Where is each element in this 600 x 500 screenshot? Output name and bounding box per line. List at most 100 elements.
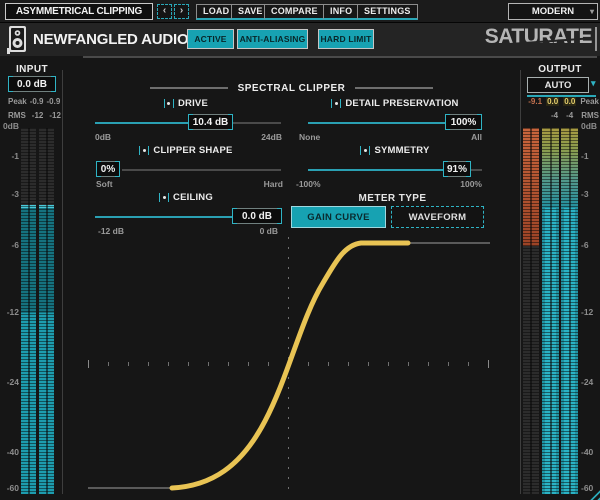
info-button[interactable]: INFO [323, 4, 360, 20]
speaker-logo-icon [6, 25, 30, 60]
output-section-title: OUTPUT [538, 64, 582, 75]
chevron-down-icon: ▾ [589, 7, 594, 16]
input-scale-0db: 0dB [2, 121, 19, 131]
mod-dot-icon[interactable] [139, 146, 150, 155]
ceiling-value-field[interactable]: 0.0 dB [232, 208, 282, 224]
panel-title: SPECTRAL CLIPPER [237, 82, 346, 94]
chevron-left-icon: ‹ [162, 5, 167, 16]
output-gr-peak-value: -9.1 [528, 97, 543, 106]
input-scale-24: -24 [6, 377, 19, 387]
header-rule-left [149, 87, 228, 89]
compare-button[interactable]: COMPARE [264, 4, 325, 20]
output-scale-0db: 0dB [581, 121, 598, 131]
input-rms-readout: RMS -12 -12 [8, 111, 61, 120]
next-preset-button[interactable]: › [174, 4, 189, 19]
input-scale-1: -1 [11, 151, 19, 161]
chevron-down-icon[interactable]: ▾ [591, 78, 596, 88]
clipper-shape-slider-track[interactable] [122, 169, 281, 171]
symmetry-min-label: -100% [296, 179, 321, 189]
header-rule-right [355, 87, 434, 89]
clipper-shape-value-field[interactable]: 0% [96, 161, 120, 177]
right-panel-divider [520, 70, 521, 494]
output-rms-readout: -4 -4 RMS [527, 111, 599, 120]
ceiling-min-label: -12 dB [98, 226, 124, 236]
ceiling-range-labels: -12 dB 0 dB [98, 226, 278, 236]
anti-aliasing-toggle-button[interactable]: ANTI-ALIASING [237, 29, 308, 49]
input-peak-label: Peak [8, 97, 27, 106]
header: NEWFANGLED AUDIO ACTIVE ANTI-ALIASING HA… [0, 23, 600, 56]
brand-name: NEWFANGLED AUDIO [33, 31, 189, 48]
output-meter-bar-left [542, 128, 559, 494]
clipper-shape-label: CLIPPER SHAPE [153, 145, 233, 156]
drive-value-field[interactable]: 10.4 dB [188, 114, 233, 130]
prev-preset-button[interactable]: ‹ [157, 4, 172, 19]
titlebar: ASYMMETRICAL CLIPPING ‹ › LOAD SAVE COMP… [0, 0, 600, 23]
detail-min-label: None [299, 132, 321, 142]
graph-x-axis-right-tick [488, 360, 489, 368]
output-peak-right: 0.0 [563, 97, 577, 106]
input-scale-6: -6 [11, 240, 19, 250]
output-scale-1: -1 [581, 151, 589, 161]
product-logo-endbar [595, 27, 597, 51]
mod-dot-icon[interactable] [331, 99, 342, 108]
mod-dot-icon[interactable] [360, 146, 371, 155]
output-rms-label: RMS [581, 111, 599, 120]
mod-dot-icon[interactable] [163, 99, 174, 108]
drive-range-labels: 0dB 24dB [95, 132, 282, 142]
symmetry-slider-fill [308, 169, 443, 171]
output-rms-right: -4 [566, 111, 574, 120]
ceiling-label: CEILING [173, 192, 213, 203]
waveform-tab[interactable]: WAVEFORM [391, 206, 484, 228]
clipper-shape-label-row: CLIPPER SHAPE [88, 145, 284, 156]
transfer-curve-line [169, 240, 411, 491]
output-peak-label: Peak [580, 97, 599, 106]
mod-dot-icon[interactable] [159, 193, 170, 202]
input-gain-field[interactable]: 0.0 dB [8, 76, 56, 92]
ceiling-slider-fill [95, 216, 232, 218]
clipper-shape-min-label: Soft [96, 179, 113, 189]
symmetry-label-row: SYMMETRY [300, 145, 490, 156]
meter-type-label: METER TYPE [358, 193, 427, 204]
input-scale-12: -12 [6, 307, 19, 317]
input-peak-right: -0.9 [46, 97, 61, 106]
gain-curve-tab[interactable]: GAIN CURVE [291, 206, 386, 228]
clipper-shape-range-labels: Soft Hard [96, 179, 283, 189]
input-section-title: INPUT [16, 64, 48, 75]
settings-button[interactable]: SETTINGS [357, 4, 418, 20]
symmetry-max-label: 100% [460, 179, 482, 189]
detail-label-row: DETAIL PRESERVATION [300, 98, 490, 109]
preset-name-display[interactable]: ASYMMETRICAL CLIPPING [5, 3, 153, 20]
ceiling-max-label: 0 dB [259, 226, 278, 236]
drive-label: DRIVE [177, 98, 209, 109]
left-panel-divider [62, 70, 63, 494]
symmetry-label: SYMMETRY [374, 145, 430, 156]
detail-value-field[interactable]: 100% [445, 114, 482, 130]
input-rms-right: -12 [49, 111, 61, 120]
clipper-shape-max-label: Hard [263, 179, 283, 189]
drive-min-label: 0dB [95, 132, 112, 142]
ceiling-label-row: CEILING [88, 192, 284, 203]
active-toggle-button[interactable]: ACTIVE [187, 29, 234, 49]
output-mode-underline [527, 95, 596, 97]
style-selector-dropdown[interactable]: MODERN ▾ [508, 3, 598, 20]
detail-range-labels: None All [299, 132, 482, 142]
output-scale-3: -3 [581, 189, 589, 199]
input-rms-left: -12 [31, 111, 44, 120]
output-scale-60: -60 [581, 483, 594, 493]
input-meter-bar-right [39, 128, 54, 494]
spectral-clipper-header: SPECTRAL CLIPPER [63, 82, 520, 94]
symmetry-value-field[interactable]: 91% [443, 161, 471, 177]
output-scale-24: -24 [581, 377, 594, 387]
input-level-meter [21, 128, 54, 494]
detail-max-label: All [471, 132, 482, 142]
output-peak-readout: -9.1 0.0 0.0 Peak [527, 97, 599, 106]
chevron-right-icon: › [179, 5, 184, 16]
input-scale-60: -60 [6, 483, 19, 493]
output-mode-dropdown[interactable]: AUTO [527, 77, 589, 93]
hard-limit-toggle-button[interactable]: HARD LIMIT [318, 29, 374, 49]
input-rms-label: RMS [8, 111, 26, 120]
output-peak-left: 0.0 [546, 97, 560, 106]
output-gain-reduction-bar [523, 128, 539, 494]
gain-curve-plot [88, 240, 490, 491]
